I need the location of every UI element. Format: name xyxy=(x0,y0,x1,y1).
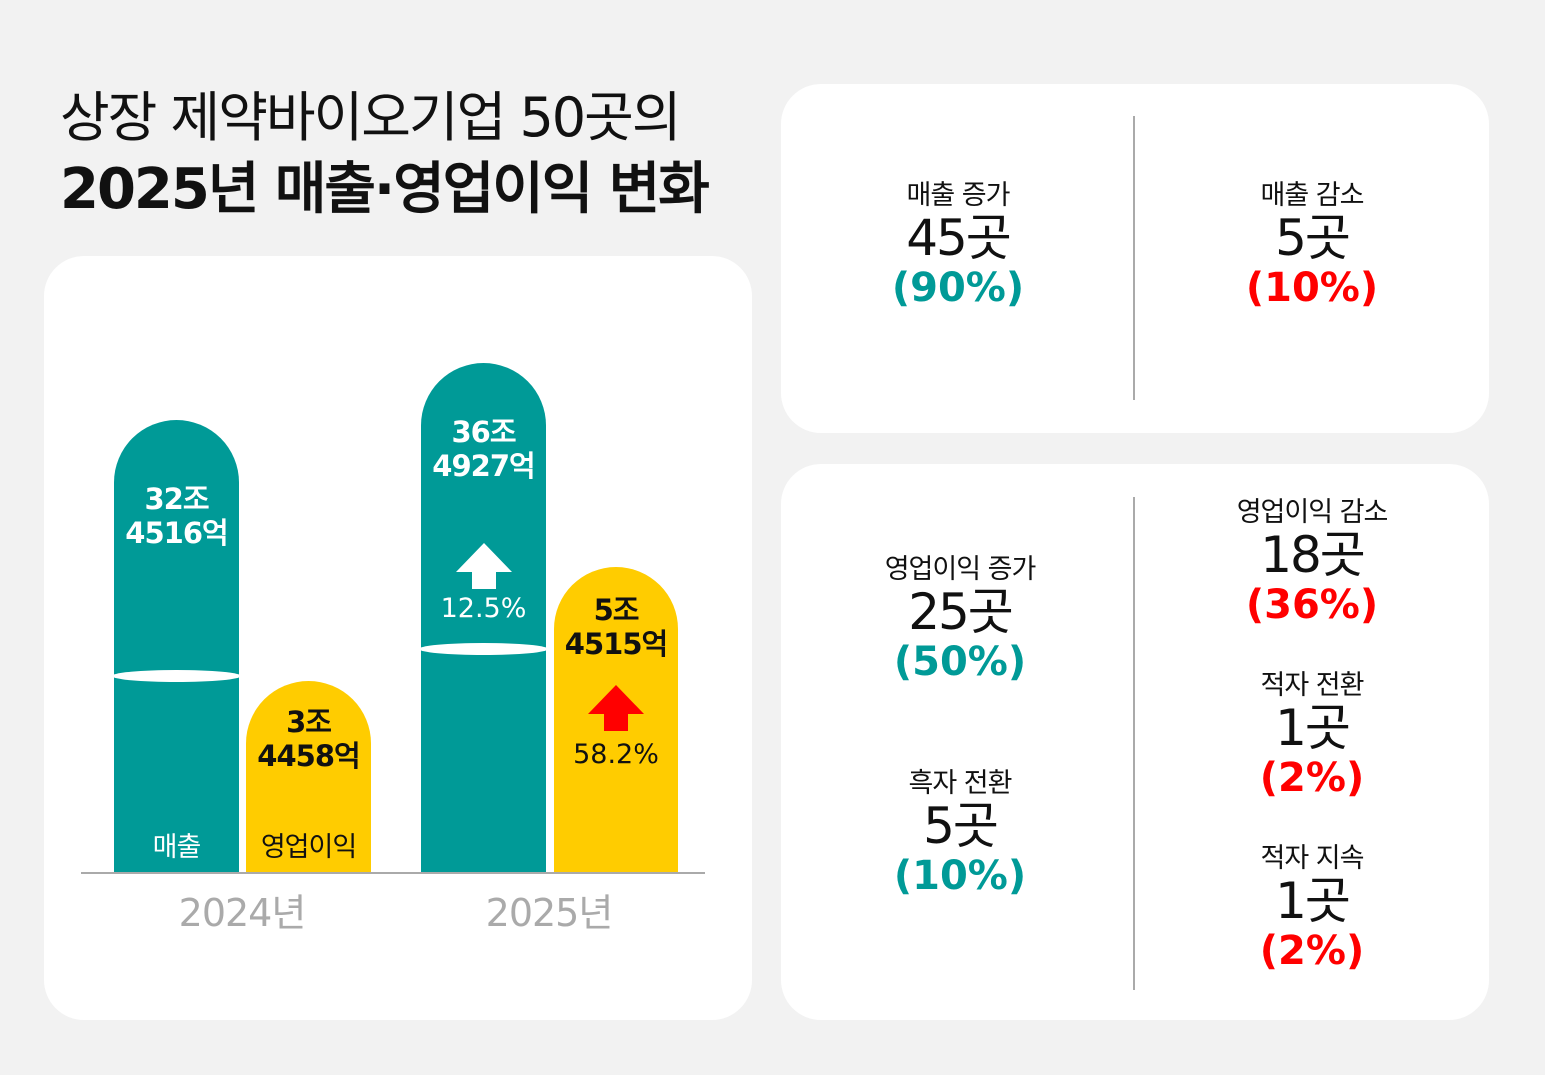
bar-value: 5조 4515억 xyxy=(554,593,678,661)
growth-pct: 12.5% xyxy=(440,593,527,624)
axis-break xyxy=(112,670,241,682)
stat-pct: (10%) xyxy=(1245,265,1379,311)
value-jo: 5조 xyxy=(593,593,640,627)
stat-turn-profit: 흑자 전환 5곳 (10%) xyxy=(810,768,1110,900)
stat-heading: 매출 감소 xyxy=(1260,180,1365,211)
stat-turn-loss: 적자 전환 1곳 (2%) xyxy=(1162,670,1462,802)
stat-pct: (2%) xyxy=(1259,928,1365,974)
axis-break xyxy=(419,643,548,655)
profit-card xyxy=(781,464,1489,1020)
stat-heading: 흑자 전환 xyxy=(908,768,1013,799)
stat-revenue-up: 매출 증가 45곳 (90%) xyxy=(808,180,1108,312)
x-axis xyxy=(81,872,705,874)
value-jo: 3조 xyxy=(286,705,332,739)
stat-heading: 적자 전환 xyxy=(1260,670,1365,701)
stat-heading: 영업이익 증가 xyxy=(884,554,1037,585)
value-eok: 4458억 xyxy=(257,739,360,773)
stat-pct: (90%) xyxy=(891,265,1025,311)
stat-count: 45곳 xyxy=(906,209,1012,267)
stat-heading: 매출 증가 xyxy=(906,180,1011,211)
divider xyxy=(1133,497,1135,990)
bar-value: 32조 4516억 xyxy=(114,482,239,550)
stat-heading: 적자 지속 xyxy=(1260,843,1365,874)
bar-op-2025: 5조 4515억 58.2% xyxy=(554,567,678,872)
stat-pct: (10%) xyxy=(893,853,1027,899)
stat-count: 5곳 xyxy=(923,797,999,855)
bar-revenue-2025: 36조 4927억 12.5% xyxy=(419,363,548,872)
divider xyxy=(1133,116,1135,400)
value-eok: 4516억 xyxy=(125,516,228,550)
value-eok: 4515억 xyxy=(564,627,668,661)
value-eok: 4927억 xyxy=(432,449,535,483)
stat-continued-loss: 적자 지속 1곳 (2%) xyxy=(1162,843,1462,975)
stat-count: 1곳 xyxy=(1275,699,1351,757)
x-tick-2025: 2025년 xyxy=(485,891,614,935)
stat-pct: (2%) xyxy=(1259,755,1365,801)
stat-count: 25곳 xyxy=(908,583,1014,641)
stat-pct: (50%) xyxy=(893,639,1027,685)
stat-op-up: 영업이익 증가 25곳 (50%) xyxy=(810,554,1110,686)
arrow-up-icon xyxy=(455,543,512,589)
bar-value: 3조 4458억 xyxy=(246,705,371,773)
title-line1: 상장 제약바이오기업 50곳의 xyxy=(60,86,682,149)
stat-revenue-down: 매출 감소 5곳 (10%) xyxy=(1162,180,1462,312)
growth-pct: 58.2% xyxy=(573,739,659,770)
arrow-up-icon xyxy=(588,685,644,731)
bar-op-2024: 3조 4458억 영업이익 xyxy=(246,681,371,872)
stat-count: 5곳 xyxy=(1275,209,1351,267)
stat-op-down: 영업이익 감소 18곳 (36%) xyxy=(1162,497,1462,629)
bar-revenue-2024: 32조 4516억 매출 xyxy=(112,420,241,872)
stat-count: 1곳 xyxy=(1275,872,1351,930)
stat-heading: 영업이익 감소 xyxy=(1236,497,1389,528)
stat-pct: (36%) xyxy=(1245,582,1379,628)
page-title: 상장 제약바이오기업 50곳의 2025년 매출·영업이익 변화 xyxy=(60,82,710,226)
legend-revenue: 매출 xyxy=(152,832,202,863)
value-jo: 36조 xyxy=(451,415,516,449)
bar-value: 36조 4927억 xyxy=(421,415,546,483)
stat-count: 18곳 xyxy=(1260,526,1366,584)
value-jo: 32조 xyxy=(144,482,209,516)
title-line2: 2025년 매출·영업이익 변화 xyxy=(60,157,710,222)
legend-op-profit: 영업이익 xyxy=(260,832,357,863)
revenue-card xyxy=(781,84,1489,433)
x-tick-2024: 2024년 xyxy=(178,891,307,935)
